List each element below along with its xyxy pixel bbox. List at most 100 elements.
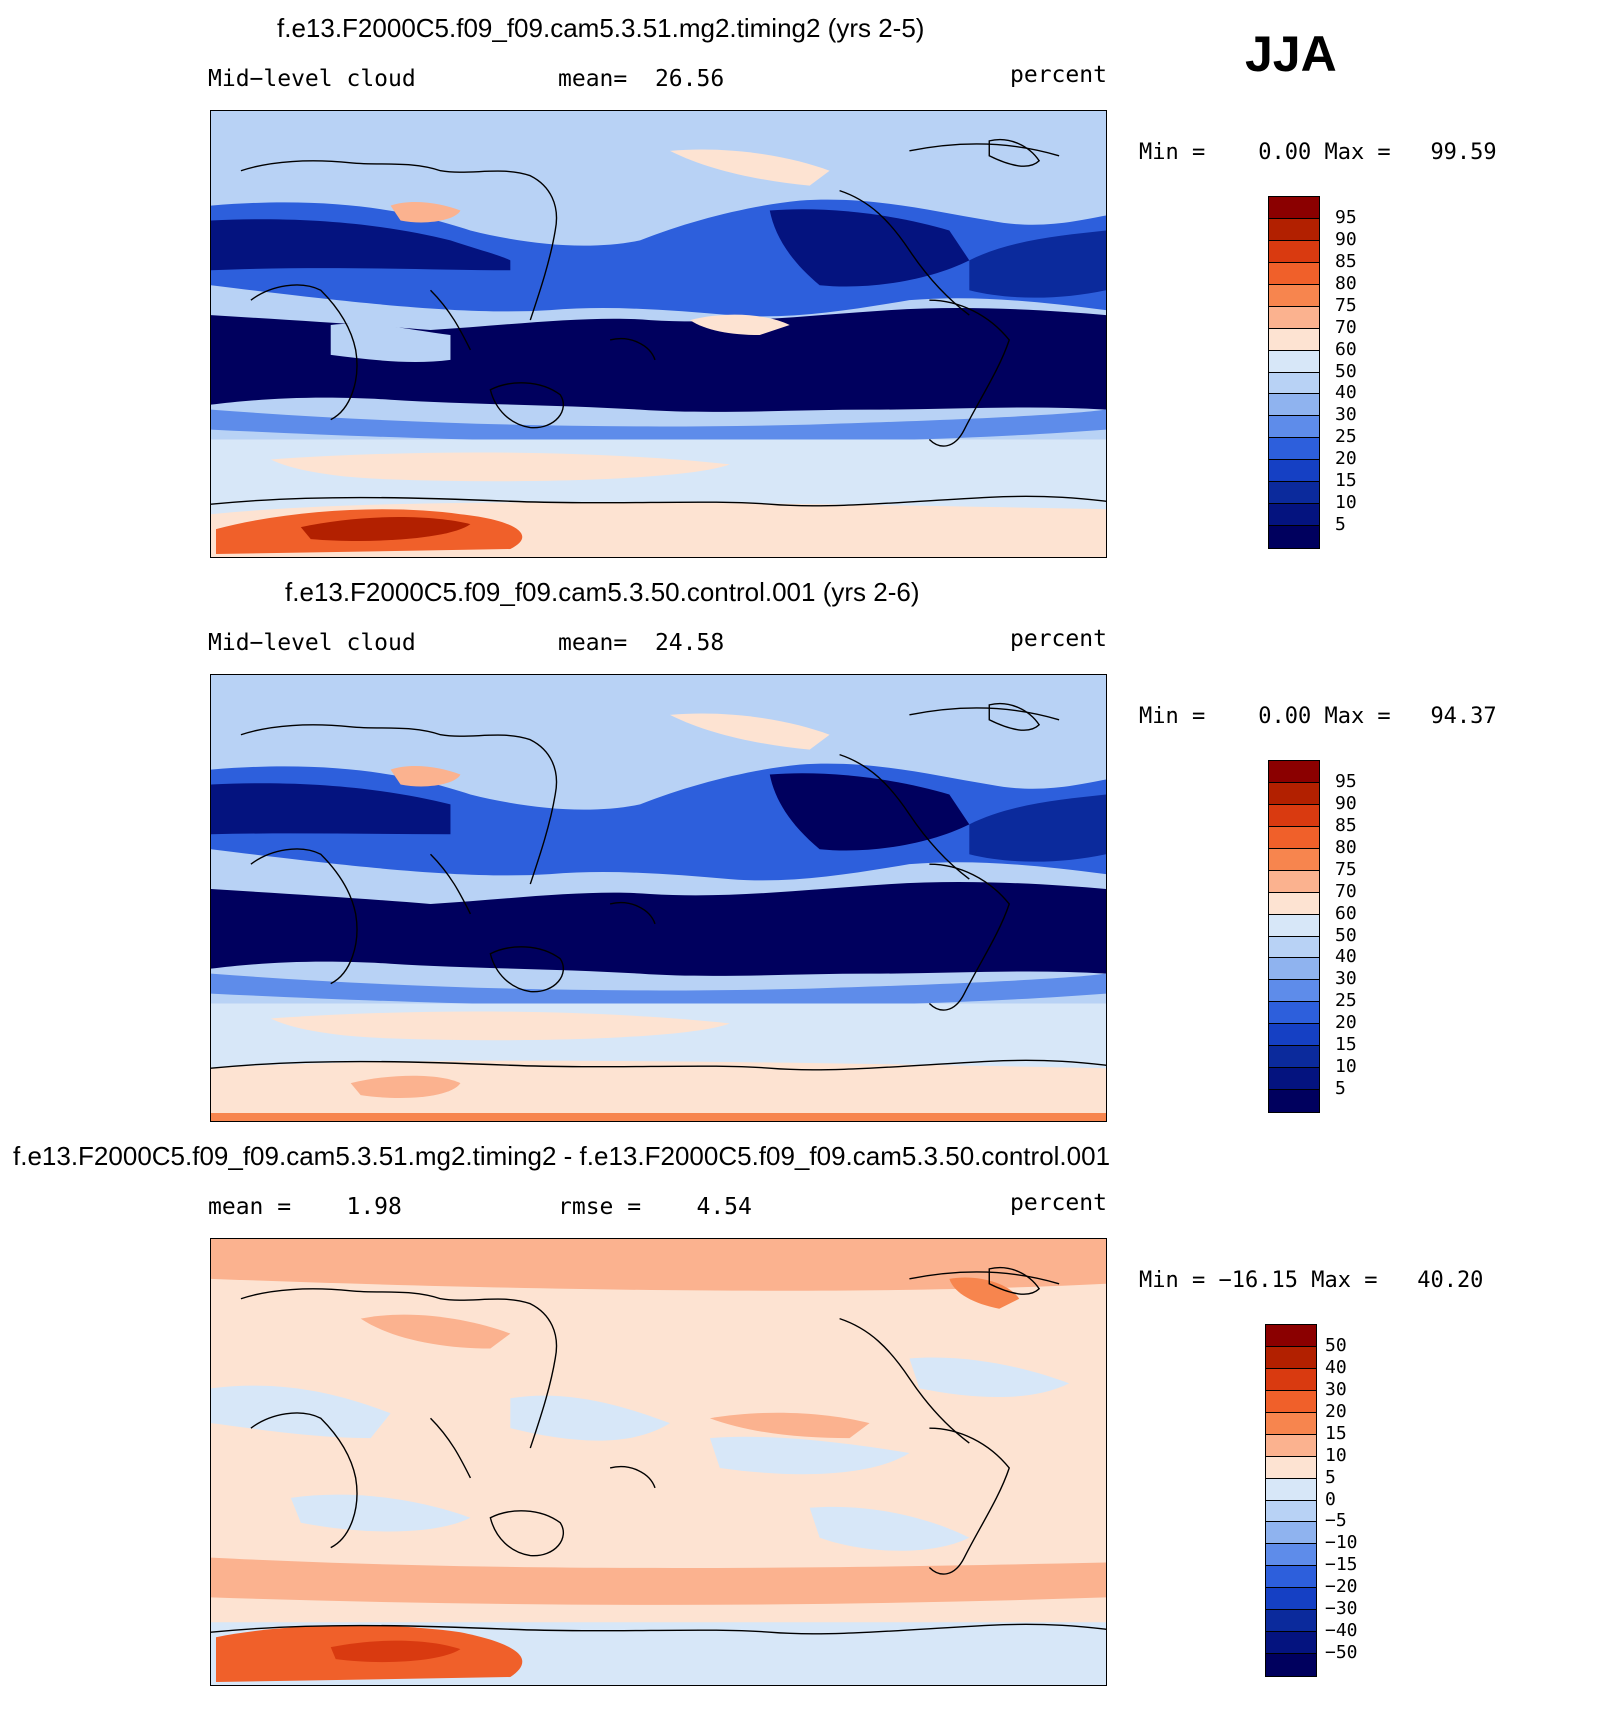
colorbar-tick-label: 60 [1335, 902, 1357, 924]
colorbar-swatch [1266, 1500, 1316, 1523]
colorbar-swatch [1269, 350, 1319, 373]
colorbar-swatch [1269, 328, 1319, 351]
colorbar-tick-label: 50 [1335, 924, 1357, 946]
colorbar-tick-label: 15 [1335, 470, 1357, 492]
colorbar-swatch [1269, 761, 1319, 783]
colorbar-tick-label: 90 [1335, 228, 1357, 250]
colorbar-swatch [1269, 284, 1319, 307]
colorbar-swatch [1269, 1024, 1319, 1047]
colorbar-swatch [1266, 1325, 1316, 1347]
colorbar-tick-label: 90 [1335, 792, 1357, 814]
panel-1-mean-label: mean= 26.56 [558, 66, 724, 92]
panel-3-mean-text: mean = [208, 1194, 292, 1220]
colorbar-swatch [1269, 1046, 1319, 1069]
colorbar-swatch [1266, 1390, 1316, 1413]
panel-3-max-value: 40.20 [1417, 1268, 1484, 1293]
panel-2-variable-label: Mid−level cloud [208, 630, 416, 656]
panel-3-rmse-value: 4.54 [696, 1194, 752, 1220]
colorbar-tick-label: 10 [1335, 492, 1357, 514]
colorbar-tick-label: 85 [1335, 814, 1357, 836]
colorbar-tick-label: 50 [1335, 360, 1357, 382]
colorbar-tick-label: −5 [1325, 1510, 1347, 1532]
panel-1-max-label: Max = [1324, 140, 1391, 165]
panel-3-colorbar [1265, 1324, 1317, 1677]
colorbar-tick-label: 85 [1335, 250, 1357, 272]
panel-3-min-value: −16.15 [1218, 1268, 1298, 1293]
colorbar-tick-label: 80 [1335, 272, 1357, 294]
panel-3-map [210, 1238, 1107, 1686]
colorbar-tick-label: 80 [1335, 836, 1357, 858]
colorbar-tick-label: 40 [1325, 1356, 1347, 1378]
colorbar-swatch [1269, 394, 1319, 417]
colorbar-tick-label: 25 [1335, 426, 1357, 448]
panel-3-rmse-text: rmse = [558, 1194, 642, 1220]
colorbar-swatch [1266, 1412, 1316, 1435]
colorbar-swatch [1269, 1068, 1319, 1091]
colorbar-tick-label: 15 [1325, 1422, 1347, 1444]
panel-2-mean-label: mean= 24.58 [558, 630, 724, 656]
colorbar-tick-label: 20 [1335, 448, 1357, 470]
colorbar-tick-label: 5 [1335, 514, 1346, 536]
colorbar-swatch [1269, 936, 1319, 959]
colorbar-tick-label: 70 [1335, 880, 1357, 902]
panel-2-minmax: Min = 0.00 Max = 94.37 [1139, 704, 1497, 729]
panel-2-min-value: 0.00 [1258, 704, 1312, 729]
panel-1-max-value: 99.59 [1430, 140, 1497, 165]
colorbar-tick-label: 10 [1325, 1444, 1347, 1466]
colorbar-swatch [1266, 1566, 1316, 1589]
colorbar-swatch [1269, 958, 1319, 981]
colorbar-swatch [1269, 826, 1319, 849]
colorbar-swatch [1269, 416, 1319, 439]
panel-2-map-field [211, 675, 1106, 1121]
colorbar-tick-label: 70 [1335, 316, 1357, 338]
colorbar-tick-label: 5 [1325, 1466, 1336, 1488]
panel-3-title: f.e13.F2000C5.f09_f09.cam5.3.51.mg2.timi… [13, 1141, 1111, 1171]
colorbar-tick-label: 60 [1335, 338, 1357, 360]
panel-1-map [210, 110, 1107, 558]
colorbar-swatch [1269, 526, 1319, 548]
colorbar-tick-label: 25 [1335, 990, 1357, 1012]
panel-2-units: percent [1010, 626, 1107, 652]
colorbar-swatch [1269, 870, 1319, 893]
colorbar-swatch [1269, 197, 1319, 219]
colorbar-tick-label: 50 [1325, 1334, 1347, 1356]
colorbar-tick-label: −50 [1325, 1642, 1358, 1664]
panel-3-max-label: Max = [1311, 1268, 1378, 1293]
panel-1-minmax: Min = 0.00 Max = 99.59 [1139, 140, 1497, 165]
panel-3-map-field [211, 1239, 1106, 1685]
panel-1-mean-text: mean= [558, 66, 628, 92]
panel-1-map-field [211, 111, 1106, 557]
colorbar-tick-label: 20 [1325, 1400, 1347, 1422]
colorbar-tick-label: −40 [1325, 1620, 1358, 1642]
panel-1-colorbar [1268, 196, 1320, 549]
panel-1-units: percent [1010, 62, 1107, 88]
colorbar-tick-label: −10 [1325, 1532, 1358, 1554]
colorbar-swatch [1266, 1346, 1316, 1369]
panel-2-mean-text: mean= [558, 630, 628, 656]
colorbar-swatch [1266, 1368, 1316, 1391]
colorbar-swatch [1266, 1654, 1316, 1676]
colorbar-tick-label: −20 [1325, 1576, 1358, 1598]
panel-2-max-label: Max = [1324, 704, 1391, 729]
panel-1-variable-label: Mid−level cloud [208, 66, 416, 92]
panel-1-mean-value: 26.56 [654, 66, 725, 92]
panel-1-title: f.e13.F2000C5.f09_f09.cam5.3.51.mg2.timi… [277, 13, 925, 43]
panel-3-minmax: Min = −16.15 Max = 40.20 [1139, 1268, 1483, 1293]
colorbar-swatch [1269, 804, 1319, 827]
panel-1-min-label: Min = [1139, 140, 1206, 165]
colorbar-tick-label: 30 [1325, 1378, 1347, 1400]
colorbar-swatch [1269, 482, 1319, 505]
colorbar-tick-label: 40 [1335, 382, 1357, 404]
colorbar-tick-label: 75 [1335, 294, 1357, 316]
colorbar-swatch [1266, 1610, 1316, 1633]
colorbar-swatch [1266, 1456, 1316, 1479]
colorbar-tick-label: 75 [1335, 858, 1357, 880]
season-label: JJA [1245, 26, 1337, 82]
panel-2-mean-value: 24.58 [654, 630, 725, 656]
colorbar-swatch [1269, 892, 1319, 915]
colorbar-swatch [1269, 848, 1319, 871]
panel-1-min-value: 0.00 [1258, 140, 1312, 165]
colorbar-swatch [1269, 782, 1319, 805]
panel-3-mean-value: 1.98 [346, 1194, 402, 1220]
panel-3-rmse-label: rmse = 4.54 [558, 1194, 752, 1220]
